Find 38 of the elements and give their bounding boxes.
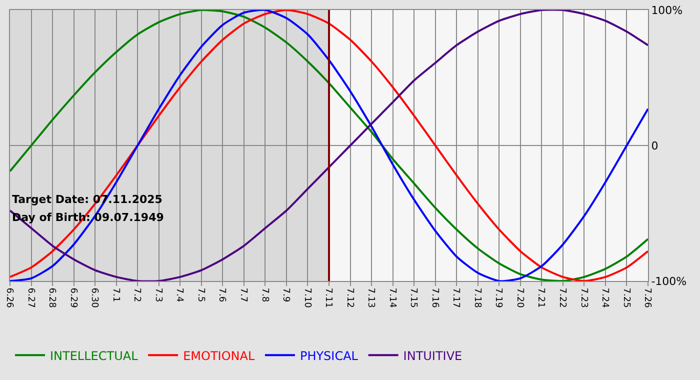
x-tick-label: 7.5 [195, 288, 206, 302]
x-tick-label: 7.23 [578, 288, 588, 308]
x-tick-label: 6.29 [68, 288, 78, 308]
x-tick-label: 7.3 [152, 288, 163, 302]
x-tick-label: 7.14 [386, 288, 397, 308]
x-tick-label: 7.18 [472, 288, 482, 308]
x-tick-label: 7.13 [366, 288, 376, 308]
x-tick-label: 7.11 [323, 288, 334, 308]
y-tick-label: -100% [651, 274, 687, 288]
x-tick-label: 7.12 [344, 288, 354, 308]
x-tick-label: 6.27 [25, 288, 36, 308]
x-tick-label: 7.10 [302, 288, 312, 308]
x-tick-label: 6.26 [4, 288, 14, 308]
x-tick-label: 7.16 [429, 288, 440, 308]
x-tick-label: 7.26 [642, 288, 652, 308]
x-tick-label: 7.1 [110, 288, 120, 302]
x-tick-label: 7.8 [259, 288, 270, 302]
x-tick-label: 7.20 [514, 288, 524, 308]
y-tick-label: 0 [651, 139, 658, 152]
legend-label: PHYSICAL [300, 348, 358, 363]
y-tick-label: 100% [651, 4, 683, 17]
x-tick-label: 7.17 [450, 288, 461, 308]
legend-label: INTUITIVE [403, 348, 462, 363]
x-tick-label: 7.6 [216, 288, 227, 302]
x-tick-label: 6.30 [89, 288, 100, 308]
x-tick-label: 6.28 [46, 288, 57, 308]
x-tick-label: 7.15 [408, 288, 418, 308]
x-tick-label: 7.24 [600, 288, 610, 308]
x-tick-label: 7.9 [280, 288, 291, 302]
x-tick-label: 7.19 [493, 288, 504, 308]
x-tick-label: 7.7 [238, 288, 248, 302]
x-tick-label: 7.25 [620, 288, 631, 308]
x-tick-label: 7.4 [174, 288, 184, 302]
x-tick-label: 7.22 [557, 288, 568, 308]
legend-label: INTELLECTUAL [50, 348, 138, 363]
x-tick-label: 7.21 [536, 288, 546, 308]
x-tick-label: 7.2 [132, 288, 142, 302]
legend-label: EMOTIONAL [183, 348, 255, 363]
